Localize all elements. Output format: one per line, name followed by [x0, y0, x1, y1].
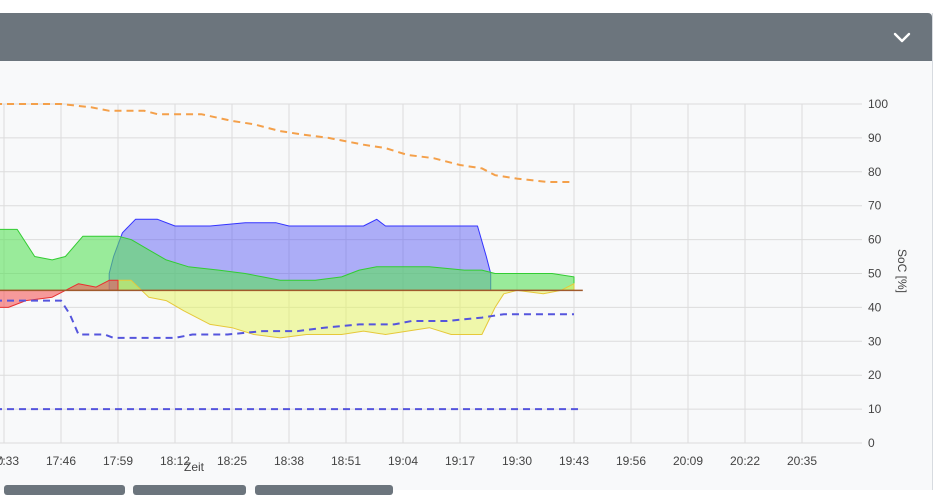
- panel-header: [0, 13, 932, 61]
- x-tick-label: 19:43: [559, 454, 589, 468]
- chart-series-areas: [0, 218, 575, 339]
- chart-panel: 17:2017:3317:4617:5918:1218:2518:3818:51…: [0, 13, 933, 490]
- x-tick-label: 19:04: [388, 454, 418, 468]
- y-tick-label: 90: [868, 131, 882, 145]
- x-tick-label: 20:35: [787, 454, 817, 468]
- y-tick-label: 60: [868, 233, 882, 247]
- y-tick-label: 0: [868, 436, 875, 450]
- y-tick-label: 70: [868, 199, 882, 213]
- x-tick-label: 0: [0, 454, 4, 468]
- y-tick-label: 50: [868, 267, 882, 281]
- x-tick-label: 17:33: [0, 454, 19, 468]
- y-tick-label: 10: [868, 402, 882, 416]
- x-tick-label: 19:30: [502, 454, 532, 468]
- x-tick-label: 20:09: [673, 454, 703, 468]
- x-tick-label: 18:38: [274, 454, 304, 468]
- x-tick-label: 19:17: [445, 454, 475, 468]
- x-axis-label: Zeit: [184, 460, 205, 474]
- y-tick-label: 30: [868, 334, 882, 348]
- series-area-1: [0, 228, 575, 291]
- y-tick-label: 40: [868, 300, 882, 314]
- series-line-4: [0, 103, 574, 183]
- y-axis-label: SoC [%]: [895, 249, 909, 293]
- x-axis-ticks: 17:2017:3317:4617:5918:1218:2518:3818:51…: [0, 454, 817, 468]
- footer-button-3[interactable]: [255, 485, 393, 495]
- soc-chart: 17:2017:3317:4617:5918:1218:2518:3818:51…: [0, 97, 909, 474]
- y-tick-label: 20: [868, 368, 882, 382]
- x-tick-label: 17:46: [46, 454, 76, 468]
- series-area-2: [117, 279, 575, 339]
- x-tick-label: 20:22: [730, 454, 760, 468]
- x-tick-label: 18:12: [160, 454, 190, 468]
- footer-button-1[interactable]: [4, 485, 125, 495]
- x-tick-label: 18:25: [217, 454, 247, 468]
- footer-button-2[interactable]: [133, 485, 246, 495]
- x-tick-label: 18:51: [331, 454, 361, 468]
- y-tick-label: 100: [868, 97, 888, 111]
- x-tick-label: 19:56: [616, 454, 646, 468]
- chevron-down-icon[interactable]: [890, 25, 914, 49]
- y-axis-ticks: 0 10 20 30 40 50 60 70 80 90 100: [868, 97, 888, 450]
- x-tick-label: 17:59: [103, 454, 133, 468]
- y-tick-label: 80: [868, 165, 882, 179]
- series-line-5: [0, 299, 574, 339]
- chart-series-lines: [0, 103, 583, 411]
- series-area-3: [0, 279, 119, 308]
